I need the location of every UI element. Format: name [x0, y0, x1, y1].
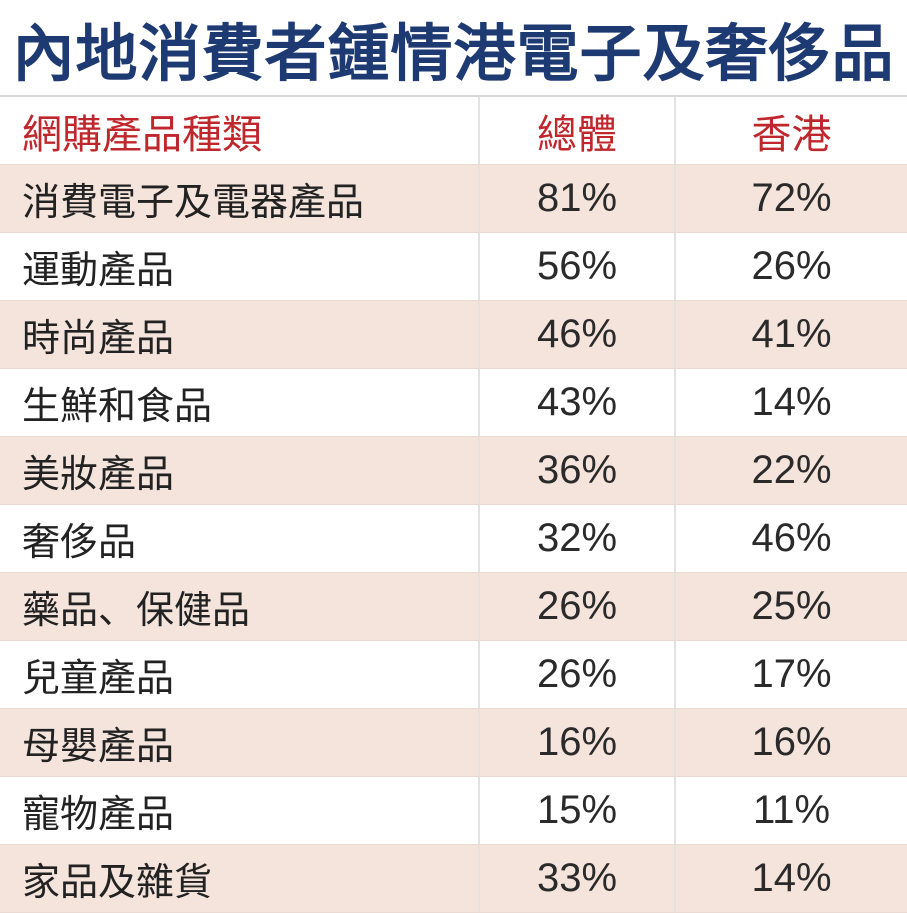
total-cell: 56%: [478, 233, 674, 300]
hk-cell: 16%: [674, 709, 907, 776]
category-cell: 母嬰產品: [22, 724, 175, 768]
table-row: 家品及雜貨 33% 14%: [0, 845, 907, 913]
table-row: 時尚產品 46% 41%: [0, 301, 907, 369]
hk-cell: 11%: [674, 777, 907, 844]
table-row: 藥品、保健品 26% 25%: [0, 573, 907, 641]
total-cell: 33%: [478, 845, 674, 912]
table-row: 生鮮和食品 43% 14%: [0, 369, 907, 437]
category-cell: 運動產品: [22, 248, 175, 292]
category-cell: 兒童產品: [22, 656, 175, 700]
hk-cell: 22%: [674, 437, 907, 504]
hk-cell: 46%: [674, 505, 907, 572]
total-cell: 16%: [478, 709, 674, 776]
total-cell: 46%: [478, 301, 674, 368]
category-cell: 藥品、保健品: [22, 588, 251, 632]
table-row: 母嬰產品 16% 16%: [0, 709, 907, 777]
table-row: 美妝產品 36% 22%: [0, 437, 907, 505]
total-cell: 43%: [478, 369, 674, 436]
table-row: 奢侈品 32% 46%: [0, 505, 907, 573]
category-cell: 寵物產品: [22, 792, 175, 836]
table-row: 寵物產品 15% 11%: [0, 777, 907, 845]
category-cell: 消費電子及電器產品: [22, 180, 365, 224]
total-cell: 26%: [478, 641, 674, 708]
category-cell: 奢侈品: [22, 520, 137, 564]
chart-title: 內地消費者鍾情港電子及奢侈品: [12, 16, 895, 90]
total-cell: 36%: [478, 437, 674, 504]
data-table: 網購產品種類 總體 香港 消費電子及電器產品 81% 72% 運動產品 56% …: [0, 97, 907, 913]
table-row: 消費電子及電器產品 81% 72%: [0, 165, 907, 233]
total-cell: 15%: [478, 777, 674, 844]
header-total: 總體: [478, 97, 674, 164]
hk-cell: 14%: [674, 369, 907, 436]
category-cell: 生鮮和食品: [22, 384, 213, 428]
header-category: 網購產品種類: [22, 111, 262, 158]
hk-cell: 26%: [674, 233, 907, 300]
hk-cell: 25%: [674, 573, 907, 640]
hk-cell: 17%: [674, 641, 907, 708]
category-cell: 家品及雜貨: [22, 860, 213, 904]
header-hong-kong: 香港: [674, 97, 907, 164]
table-row: 運動產品 56% 26%: [0, 233, 907, 301]
hk-cell: 72%: [674, 165, 907, 232]
category-cell: 美妝產品: [22, 452, 175, 496]
hk-cell: 14%: [674, 845, 907, 912]
total-cell: 26%: [478, 573, 674, 640]
category-cell: 時尚產品: [22, 316, 175, 360]
title-divider: [0, 95, 907, 97]
table-row: 兒童產品 26% 17%: [0, 641, 907, 709]
total-cell: 32%: [478, 505, 674, 572]
total-cell: 81%: [478, 165, 674, 232]
hk-cell: 41%: [674, 301, 907, 368]
table-header-row: 網購產品種類 總體 香港: [0, 97, 907, 165]
